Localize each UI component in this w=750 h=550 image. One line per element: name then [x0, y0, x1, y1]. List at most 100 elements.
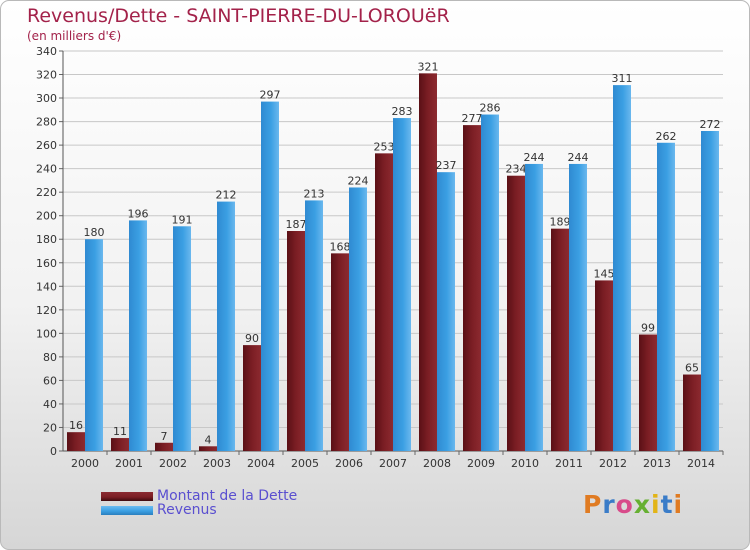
- y-tick-label: 300: [36, 92, 57, 105]
- bar-revenue: [613, 85, 631, 451]
- bar-revenue: [349, 187, 367, 451]
- chart-subtitle: (en milliers d'€): [27, 29, 122, 43]
- y-tick-label: 20: [43, 421, 57, 434]
- y-tick-label: 180: [36, 233, 57, 246]
- bar-debt: [199, 446, 217, 451]
- y-tick-label: 80: [43, 351, 57, 364]
- data-label-debt: 187: [286, 218, 307, 231]
- bar-debt: [287, 231, 305, 451]
- bar-debt: [595, 280, 613, 451]
- data-label-debt: 11: [113, 425, 127, 438]
- legend-item-debt: Montant de la Dette: [101, 488, 297, 504]
- legend-swatch-debt: [101, 491, 153, 501]
- data-label-revenue: 262: [656, 130, 677, 143]
- y-tick-label: 280: [36, 116, 57, 129]
- bar-revenue: [481, 114, 499, 451]
- y-tick-label: 200: [36, 210, 57, 223]
- y-tick-label: 60: [43, 374, 57, 387]
- x-tick-label: 2006: [335, 457, 363, 470]
- bar-revenue: [393, 118, 411, 451]
- data-label-debt: 253: [374, 140, 395, 153]
- bar-revenue: [657, 142, 675, 451]
- data-label-debt: 321: [418, 60, 439, 73]
- bar-revenue: [569, 163, 587, 452]
- data-label-revenue: 180: [84, 226, 105, 239]
- brand-logo-letter: i: [673, 490, 684, 519]
- y-tick-label: 40: [43, 398, 57, 411]
- x-tick-label: 2000: [71, 457, 99, 470]
- bar-debt: [67, 432, 85, 451]
- data-label-revenue: 311: [612, 72, 633, 85]
- data-label-debt: 234: [506, 163, 527, 176]
- x-tick-label: 2004: [247, 457, 275, 470]
- brand-logo-letter: P: [583, 490, 603, 519]
- x-tick-label: 2012: [599, 457, 627, 470]
- x-tick-label: 2013: [643, 457, 671, 470]
- y-tick-label: 120: [36, 304, 57, 317]
- data-label-revenue: 196: [128, 207, 149, 220]
- bar-revenue: [701, 131, 719, 451]
- bar-revenue: [437, 172, 455, 452]
- data-label-revenue: 224: [348, 174, 369, 187]
- bar-debt: [507, 175, 525, 452]
- data-label-revenue: 191: [172, 213, 193, 226]
- bar-revenue: [305, 200, 323, 451]
- data-label-revenue: 237: [436, 159, 457, 172]
- x-tick-label: 2014: [687, 457, 715, 470]
- data-label-revenue: 213: [304, 187, 325, 200]
- data-label-debt: 277: [462, 112, 483, 125]
- bar-revenue: [217, 201, 235, 451]
- bar-debt: [375, 153, 393, 451]
- y-tick-label: 340: [36, 45, 57, 58]
- x-tick-label: 2007: [379, 457, 407, 470]
- brand-logo-letter: o: [615, 490, 634, 519]
- bar-debt: [639, 334, 657, 451]
- x-tick-label: 2003: [203, 457, 231, 470]
- data-label-revenue: 297: [260, 89, 281, 102]
- legend-swatch-revenue: [101, 505, 153, 515]
- data-label-revenue: 283: [392, 105, 413, 118]
- data-label-debt: 7: [161, 430, 168, 443]
- bar-revenue: [525, 163, 543, 452]
- y-tick-label: 260: [36, 139, 57, 152]
- data-label-debt: 65: [685, 362, 699, 375]
- legend-item-revenue: Revenus: [101, 502, 217, 518]
- chart-title: Revenus/Dette - SAINT-PIERRE-DU-LOROUëR: [27, 5, 450, 27]
- x-tick-label: 2002: [159, 457, 187, 470]
- x-tick-label: 2010: [511, 457, 539, 470]
- bar-debt: [551, 228, 569, 451]
- bar-debt: [155, 442, 173, 451]
- x-tick-label: 2008: [423, 457, 451, 470]
- bar-revenue: [173, 226, 191, 451]
- y-tick-label: 160: [36, 257, 57, 270]
- y-tick-label: 220: [36, 186, 57, 199]
- bar-debt: [331, 253, 349, 451]
- y-tick-label: 320: [36, 69, 57, 82]
- data-label-debt: 189: [550, 216, 571, 229]
- bar-debt: [419, 73, 437, 452]
- brand-logo-letter: x: [633, 490, 651, 519]
- bar-debt: [243, 345, 261, 451]
- y-tick-label: 100: [36, 327, 57, 340]
- data-label-revenue: 272: [700, 118, 721, 131]
- y-tick-label: 240: [36, 163, 57, 176]
- data-label-debt: 168: [330, 240, 351, 253]
- brand-logo: Proxiti: [583, 490, 683, 519]
- bar-revenue: [85, 239, 103, 451]
- bar-debt: [111, 438, 129, 451]
- brand-logo-letter: i: [651, 490, 661, 519]
- x-tick-label: 2011: [555, 457, 583, 470]
- brand-logo-letter: r: [602, 490, 616, 519]
- x-tick-label: 2001: [115, 457, 143, 470]
- y-tick-label: 140: [36, 280, 57, 293]
- x-tick-label: 2005: [291, 457, 319, 470]
- data-label-revenue: 244: [524, 151, 545, 164]
- data-label-revenue: 244: [568, 151, 589, 164]
- data-label-debt: 4: [205, 433, 212, 446]
- data-label-debt: 99: [641, 322, 655, 335]
- x-tick-label: 2009: [467, 457, 495, 470]
- data-label-revenue: 212: [216, 189, 237, 202]
- bar-debt: [683, 374, 701, 451]
